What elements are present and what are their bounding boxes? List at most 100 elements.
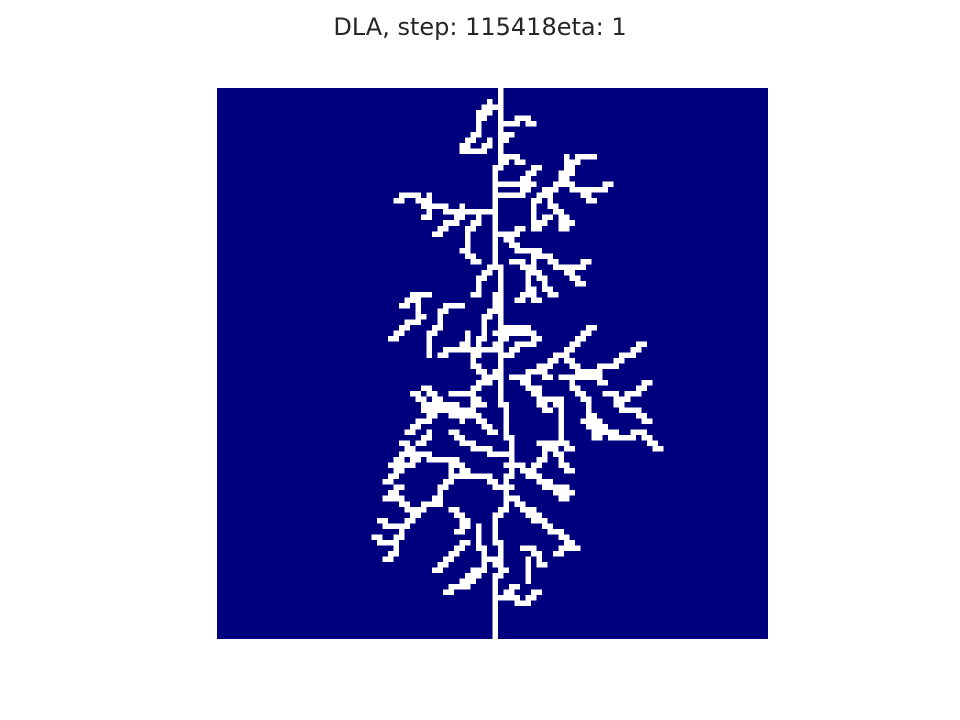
occupied-cell	[481, 319, 487, 325]
occupied-cell	[580, 187, 587, 193]
occupied-cell	[420, 451, 427, 458]
occupied-cell	[415, 297, 421, 303]
occupied-cell	[558, 418, 565, 425]
occupied-cell	[409, 297, 416, 303]
occupied-cell	[564, 484, 570, 491]
occupied-cell	[580, 330, 587, 336]
occupied-cell	[520, 374, 526, 381]
occupied-cell	[608, 429, 614, 436]
occupied-cell	[431, 495, 438, 502]
occupied-cell	[591, 369, 598, 375]
occupied-cell	[481, 275, 487, 281]
occupied-cell	[464, 209, 471, 215]
occupied-cell	[602, 380, 609, 386]
occupied-cell	[470, 209, 476, 215]
occupied-cell	[415, 391, 421, 397]
occupied-cell	[453, 407, 460, 414]
occupied-cell	[542, 451, 548, 458]
occupied-cell	[498, 159, 504, 166]
occupied-cell	[409, 457, 416, 463]
occupied-cell	[624, 407, 631, 414]
occupied-cell	[481, 550, 487, 557]
occupied-cell	[525, 572, 532, 579]
occupied-cell	[597, 418, 603, 425]
occupied-cell	[569, 357, 576, 364]
occupied-cell	[564, 352, 570, 358]
occupied-cell	[564, 495, 570, 502]
occupied-cell	[498, 346, 504, 353]
occupied-cell	[437, 402, 443, 408]
occupied-cell	[547, 528, 554, 535]
occupied-cell	[498, 512, 504, 518]
occupied-cell	[498, 165, 504, 171]
occupied-cell	[393, 462, 399, 469]
occupied-cell	[586, 187, 592, 193]
occupied-cell	[641, 435, 647, 441]
occupied-cell	[547, 396, 554, 403]
occupied-cell	[409, 192, 416, 199]
occupied-cell	[459, 247, 465, 254]
occupied-cell	[470, 473, 476, 480]
occupied-cell	[503, 159, 510, 166]
occupied-cell	[492, 484, 499, 491]
occupied-cell	[575, 369, 581, 375]
occupied-cell	[641, 418, 647, 425]
occupied-cell	[481, 115, 487, 122]
occupied-cell	[470, 396, 476, 403]
occupied-cell	[481, 148, 487, 155]
occupied-cell	[492, 203, 499, 210]
occupied-cell	[398, 302, 405, 309]
occupied-cell	[564, 446, 570, 452]
occupied-cell	[492, 517, 499, 524]
occupied-cell	[404, 302, 410, 309]
occupied-cell	[498, 506, 504, 513]
occupied-cell	[580, 418, 587, 425]
occupied-cell	[448, 556, 454, 562]
occupied-cell	[652, 440, 658, 447]
occupied-cell	[558, 550, 565, 557]
occupied-cell	[531, 247, 537, 254]
occupied-cell	[520, 545, 526, 551]
occupied-cell	[486, 110, 493, 116]
occupied-cell	[398, 523, 405, 529]
occupied-cell	[464, 583, 471, 590]
occupied-cell	[453, 402, 460, 408]
occupied-cell	[503, 479, 510, 485]
occupied-cell	[531, 225, 537, 232]
occupied-cell	[437, 457, 443, 463]
occupied-cell	[437, 308, 443, 314]
occupied-cell	[613, 429, 620, 436]
occupied-cell	[542, 363, 548, 370]
occupied-cell	[591, 429, 598, 436]
occupied-cell	[514, 231, 521, 237]
occupied-cell	[475, 346, 482, 353]
occupied-cell	[558, 220, 565, 226]
occupied-cell	[393, 473, 399, 480]
occupied-cell	[503, 589, 510, 595]
occupied-cell	[398, 534, 405, 540]
occupied-cell	[514, 501, 521, 507]
occupied-cell	[382, 523, 388, 529]
occupied-cell	[608, 181, 614, 188]
occupied-cell	[486, 143, 493, 149]
occupied-cell	[498, 132, 504, 138]
occupied-cell	[525, 506, 532, 513]
occupied-cell	[542, 402, 548, 408]
occupied-cell	[520, 181, 526, 188]
occupied-cell	[464, 346, 471, 353]
occupied-cell	[558, 181, 565, 188]
occupied-cell	[613, 391, 620, 397]
occupied-cell	[470, 413, 476, 419]
occupied-cell	[442, 220, 449, 226]
occupied-cell	[475, 280, 482, 287]
occupied-cell	[630, 429, 636, 436]
occupied-cell	[542, 253, 548, 259]
occupied-cell	[602, 363, 609, 370]
occupied-cell	[475, 545, 482, 551]
occupied-cell	[503, 594, 510, 601]
occupied-cell	[498, 385, 504, 392]
occupied-cell	[486, 556, 493, 562]
occupied-cell	[426, 291, 432, 298]
occupied-cell	[514, 594, 521, 601]
occupied-cell	[475, 132, 482, 138]
